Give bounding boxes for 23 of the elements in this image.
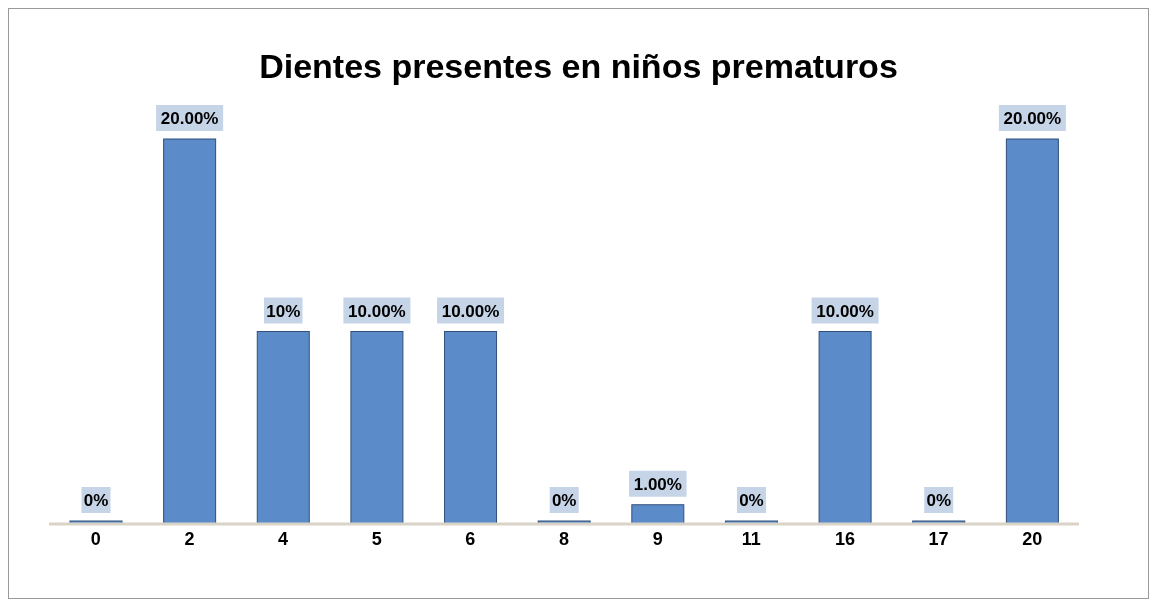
x-tick-label: 0	[90, 528, 101, 549]
data-label: 0%	[926, 491, 952, 510]
data-label: 10.00%	[816, 301, 874, 321]
x-tick-label: 2	[184, 528, 195, 549]
x-tick-label: 17	[928, 528, 949, 549]
chart-title: Dientes presentes en niños prematuros	[258, 47, 899, 87]
data-label: 20.00%	[160, 109, 219, 128]
data-label: 1.00%	[633, 474, 682, 494]
x-tick-label: 16	[834, 528, 855, 549]
data-label: 10%	[266, 301, 301, 321]
x-tick-label: 4	[278, 528, 289, 549]
x-tick-label: 6	[465, 528, 476, 549]
x-tick-label: 5	[371, 528, 382, 549]
data-label: 0%	[551, 491, 577, 510]
data-label: 10.00%	[348, 301, 406, 321]
data-label: 10.00%	[441, 301, 500, 321]
data-label: 20.00%	[1003, 109, 1062, 128]
data-label: 0%	[83, 491, 109, 510]
x-tick-label: 9	[652, 528, 663, 549]
data-label: 0%	[739, 491, 764, 510]
x-tick-label: 8	[558, 528, 570, 549]
x-tick-label: 11	[741, 528, 761, 549]
x-tick-label: 20	[1022, 528, 1043, 549]
